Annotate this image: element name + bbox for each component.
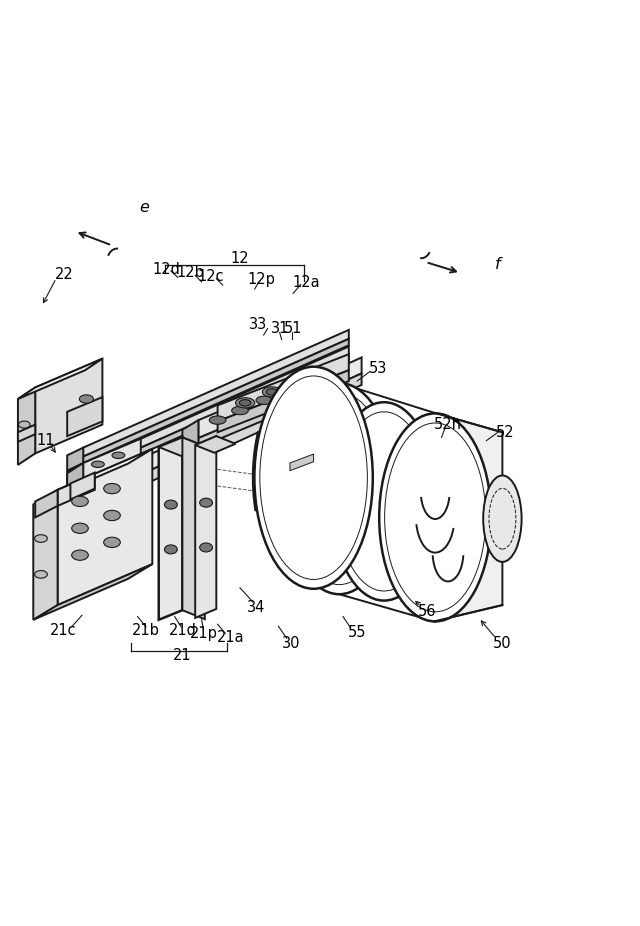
Polygon shape [198, 375, 307, 438]
Ellipse shape [72, 550, 88, 560]
Ellipse shape [289, 393, 390, 584]
Ellipse shape [332, 402, 437, 601]
Ellipse shape [239, 400, 251, 406]
Text: 11: 11 [37, 433, 55, 448]
Polygon shape [70, 472, 95, 499]
Ellipse shape [385, 423, 486, 612]
Text: 50: 50 [493, 636, 512, 651]
Ellipse shape [200, 498, 212, 507]
Ellipse shape [483, 475, 522, 562]
Ellipse shape [79, 394, 93, 403]
Text: 12d: 12d [152, 261, 180, 277]
Text: 21p: 21p [189, 626, 218, 642]
Polygon shape [435, 413, 502, 621]
Text: 52h: 52h [434, 417, 462, 432]
Ellipse shape [164, 500, 177, 509]
Polygon shape [83, 330, 349, 457]
Polygon shape [35, 490, 58, 518]
Polygon shape [218, 355, 349, 421]
Ellipse shape [256, 396, 273, 405]
Polygon shape [182, 437, 205, 619]
Text: 21d: 21d [168, 623, 196, 638]
Ellipse shape [236, 398, 255, 408]
Polygon shape [33, 564, 152, 619]
Text: 12a: 12a [292, 275, 320, 290]
Text: 34: 34 [247, 599, 265, 615]
Polygon shape [159, 437, 205, 456]
Ellipse shape [266, 389, 278, 395]
Polygon shape [67, 464, 83, 487]
Ellipse shape [104, 537, 120, 547]
Ellipse shape [209, 416, 226, 424]
Text: 55: 55 [348, 625, 366, 640]
Polygon shape [18, 425, 35, 442]
Text: 12p: 12p [247, 272, 275, 287]
Ellipse shape [262, 387, 282, 397]
Polygon shape [67, 447, 83, 470]
Polygon shape [18, 387, 35, 465]
Ellipse shape [255, 367, 372, 589]
Text: e: e [139, 199, 149, 215]
Ellipse shape [112, 452, 125, 458]
Ellipse shape [295, 378, 307, 384]
Ellipse shape [337, 412, 431, 591]
Text: 21b: 21b [132, 623, 160, 638]
Polygon shape [83, 356, 349, 480]
Ellipse shape [35, 570, 47, 578]
Ellipse shape [104, 510, 120, 520]
Ellipse shape [35, 534, 47, 543]
Polygon shape [83, 457, 141, 491]
Text: 22: 22 [54, 267, 74, 282]
Polygon shape [198, 393, 307, 447]
Text: 52: 52 [496, 425, 515, 440]
Text: 31: 31 [271, 321, 289, 336]
Polygon shape [58, 474, 95, 506]
Polygon shape [54, 373, 362, 526]
Ellipse shape [200, 543, 212, 552]
Ellipse shape [72, 523, 88, 533]
Polygon shape [58, 449, 152, 605]
Polygon shape [83, 339, 349, 463]
Polygon shape [38, 498, 54, 535]
Polygon shape [67, 397, 102, 436]
Polygon shape [290, 454, 314, 470]
Ellipse shape [19, 421, 30, 428]
Ellipse shape [92, 461, 104, 468]
Ellipse shape [260, 376, 367, 580]
Ellipse shape [104, 483, 120, 494]
Text: 56: 56 [419, 604, 436, 619]
Text: 12c: 12c [198, 269, 225, 284]
Polygon shape [182, 420, 198, 457]
Ellipse shape [380, 413, 492, 621]
Text: 12b: 12b [177, 266, 205, 281]
Polygon shape [33, 449, 152, 505]
Ellipse shape [164, 544, 177, 554]
Text: 51: 51 [284, 321, 302, 336]
Ellipse shape [280, 386, 296, 394]
Text: 21c: 21c [49, 623, 76, 638]
Polygon shape [35, 358, 102, 454]
Ellipse shape [72, 496, 88, 507]
Text: 21a: 21a [216, 630, 244, 644]
Text: 53: 53 [369, 361, 387, 376]
Text: 33: 33 [249, 317, 267, 332]
Polygon shape [33, 490, 58, 619]
Text: 21: 21 [173, 647, 192, 662]
Polygon shape [195, 436, 216, 618]
Polygon shape [195, 436, 236, 453]
Text: f: f [495, 257, 500, 272]
Polygon shape [54, 357, 362, 514]
Text: 30: 30 [282, 636, 300, 651]
Polygon shape [159, 437, 182, 619]
Ellipse shape [284, 383, 396, 594]
Ellipse shape [232, 407, 248, 415]
Ellipse shape [291, 376, 310, 386]
Polygon shape [83, 346, 349, 473]
Polygon shape [218, 370, 349, 432]
Polygon shape [18, 358, 102, 399]
Text: 12: 12 [230, 251, 250, 266]
Polygon shape [83, 439, 141, 481]
Polygon shape [67, 463, 83, 501]
